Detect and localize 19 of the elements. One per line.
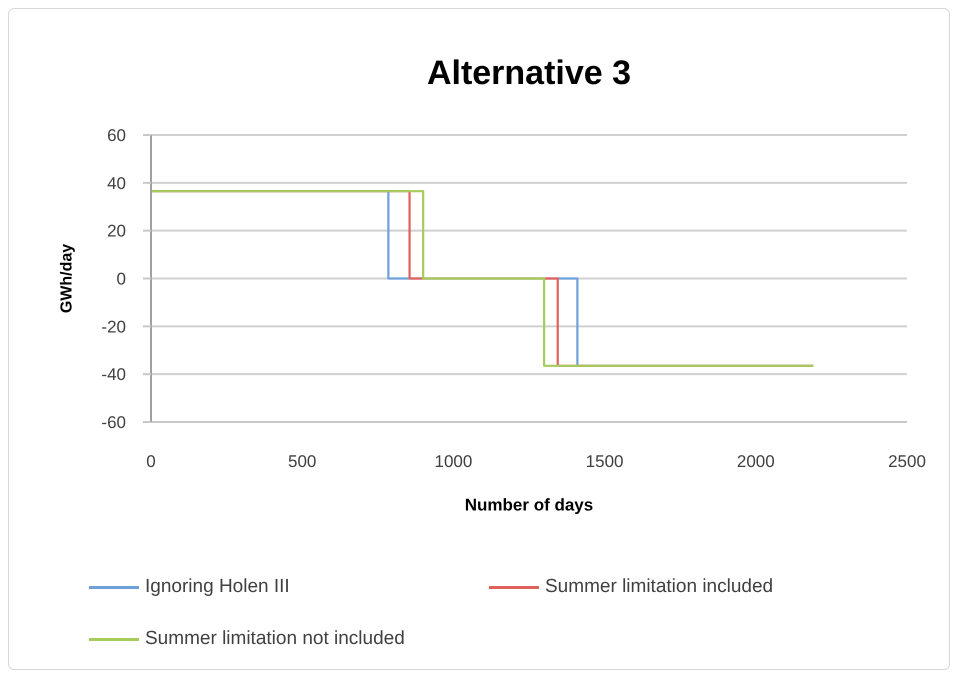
- chart-title: Alternative 3: [426, 54, 632, 92]
- legend-label: Summer limitation not included: [145, 628, 405, 650]
- x-tick-label: 500: [288, 452, 316, 472]
- x-tick-label: 2500: [888, 452, 926, 472]
- y-axis-title: GWh/day: [58, 244, 76, 314]
- y-tick-label: -40: [101, 365, 126, 384]
- x-tick-label: 0: [146, 452, 156, 472]
- legend-label: Summer limitation included: [545, 576, 774, 598]
- y-tick-label: 40: [107, 174, 126, 193]
- y-tick-label: -20: [101, 317, 126, 336]
- legend-label: Ignoring Holen III: [145, 576, 290, 598]
- y-tick-label: 60: [107, 126, 126, 146]
- x-tick-label: 1500: [586, 452, 624, 472]
- y-tick-label: 20: [107, 222, 126, 241]
- x-tick-label: 1000: [434, 452, 472, 472]
- x-axis-title: Number of days: [464, 496, 594, 514]
- y-tick-label: -60: [101, 413, 126, 432]
- x-tick-label: 2000: [736, 452, 775, 472]
- y-tick-label: 0: [116, 270, 126, 289]
